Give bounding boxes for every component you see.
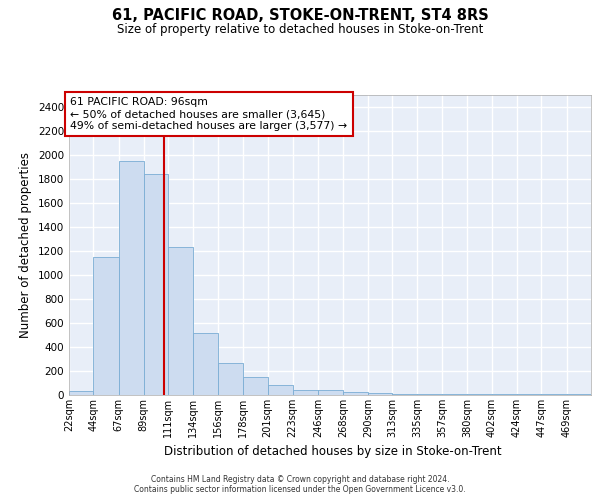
- Bar: [69, 392, 94, 395]
- Text: Distribution of detached houses by size in Stoke-on-Trent: Distribution of detached houses by size …: [164, 444, 502, 458]
- Bar: [566, 394, 591, 395]
- Bar: [392, 394, 418, 395]
- Text: Contains HM Land Registry data © Crown copyright and database right 2024.
Contai: Contains HM Land Registry data © Crown c…: [134, 474, 466, 494]
- Bar: [517, 394, 541, 395]
- Text: 61 PACIFIC ROAD: 96sqm
← 50% of detached houses are smaller (3,645)
49% of semi-: 61 PACIFIC ROAD: 96sqm ← 50% of detached…: [70, 98, 347, 130]
- Bar: [218, 362, 242, 395]
- Bar: [193, 332, 218, 395]
- Y-axis label: Number of detached properties: Number of detached properties: [19, 152, 32, 338]
- Bar: [492, 394, 517, 395]
- Bar: [343, 392, 368, 395]
- Bar: [168, 248, 193, 395]
- Bar: [368, 393, 392, 395]
- Bar: [318, 390, 343, 395]
- Bar: [293, 390, 318, 395]
- Bar: [268, 386, 293, 395]
- Bar: [467, 394, 492, 395]
- Bar: [442, 394, 467, 395]
- Bar: [541, 394, 566, 395]
- Bar: [143, 174, 168, 395]
- Text: 61, PACIFIC ROAD, STOKE-ON-TRENT, ST4 8RS: 61, PACIFIC ROAD, STOKE-ON-TRENT, ST4 8R…: [112, 8, 488, 22]
- Text: Size of property relative to detached houses in Stoke-on-Trent: Size of property relative to detached ho…: [117, 22, 483, 36]
- Bar: [242, 377, 268, 395]
- Bar: [94, 257, 119, 395]
- Bar: [119, 161, 143, 395]
- Bar: [418, 394, 442, 395]
